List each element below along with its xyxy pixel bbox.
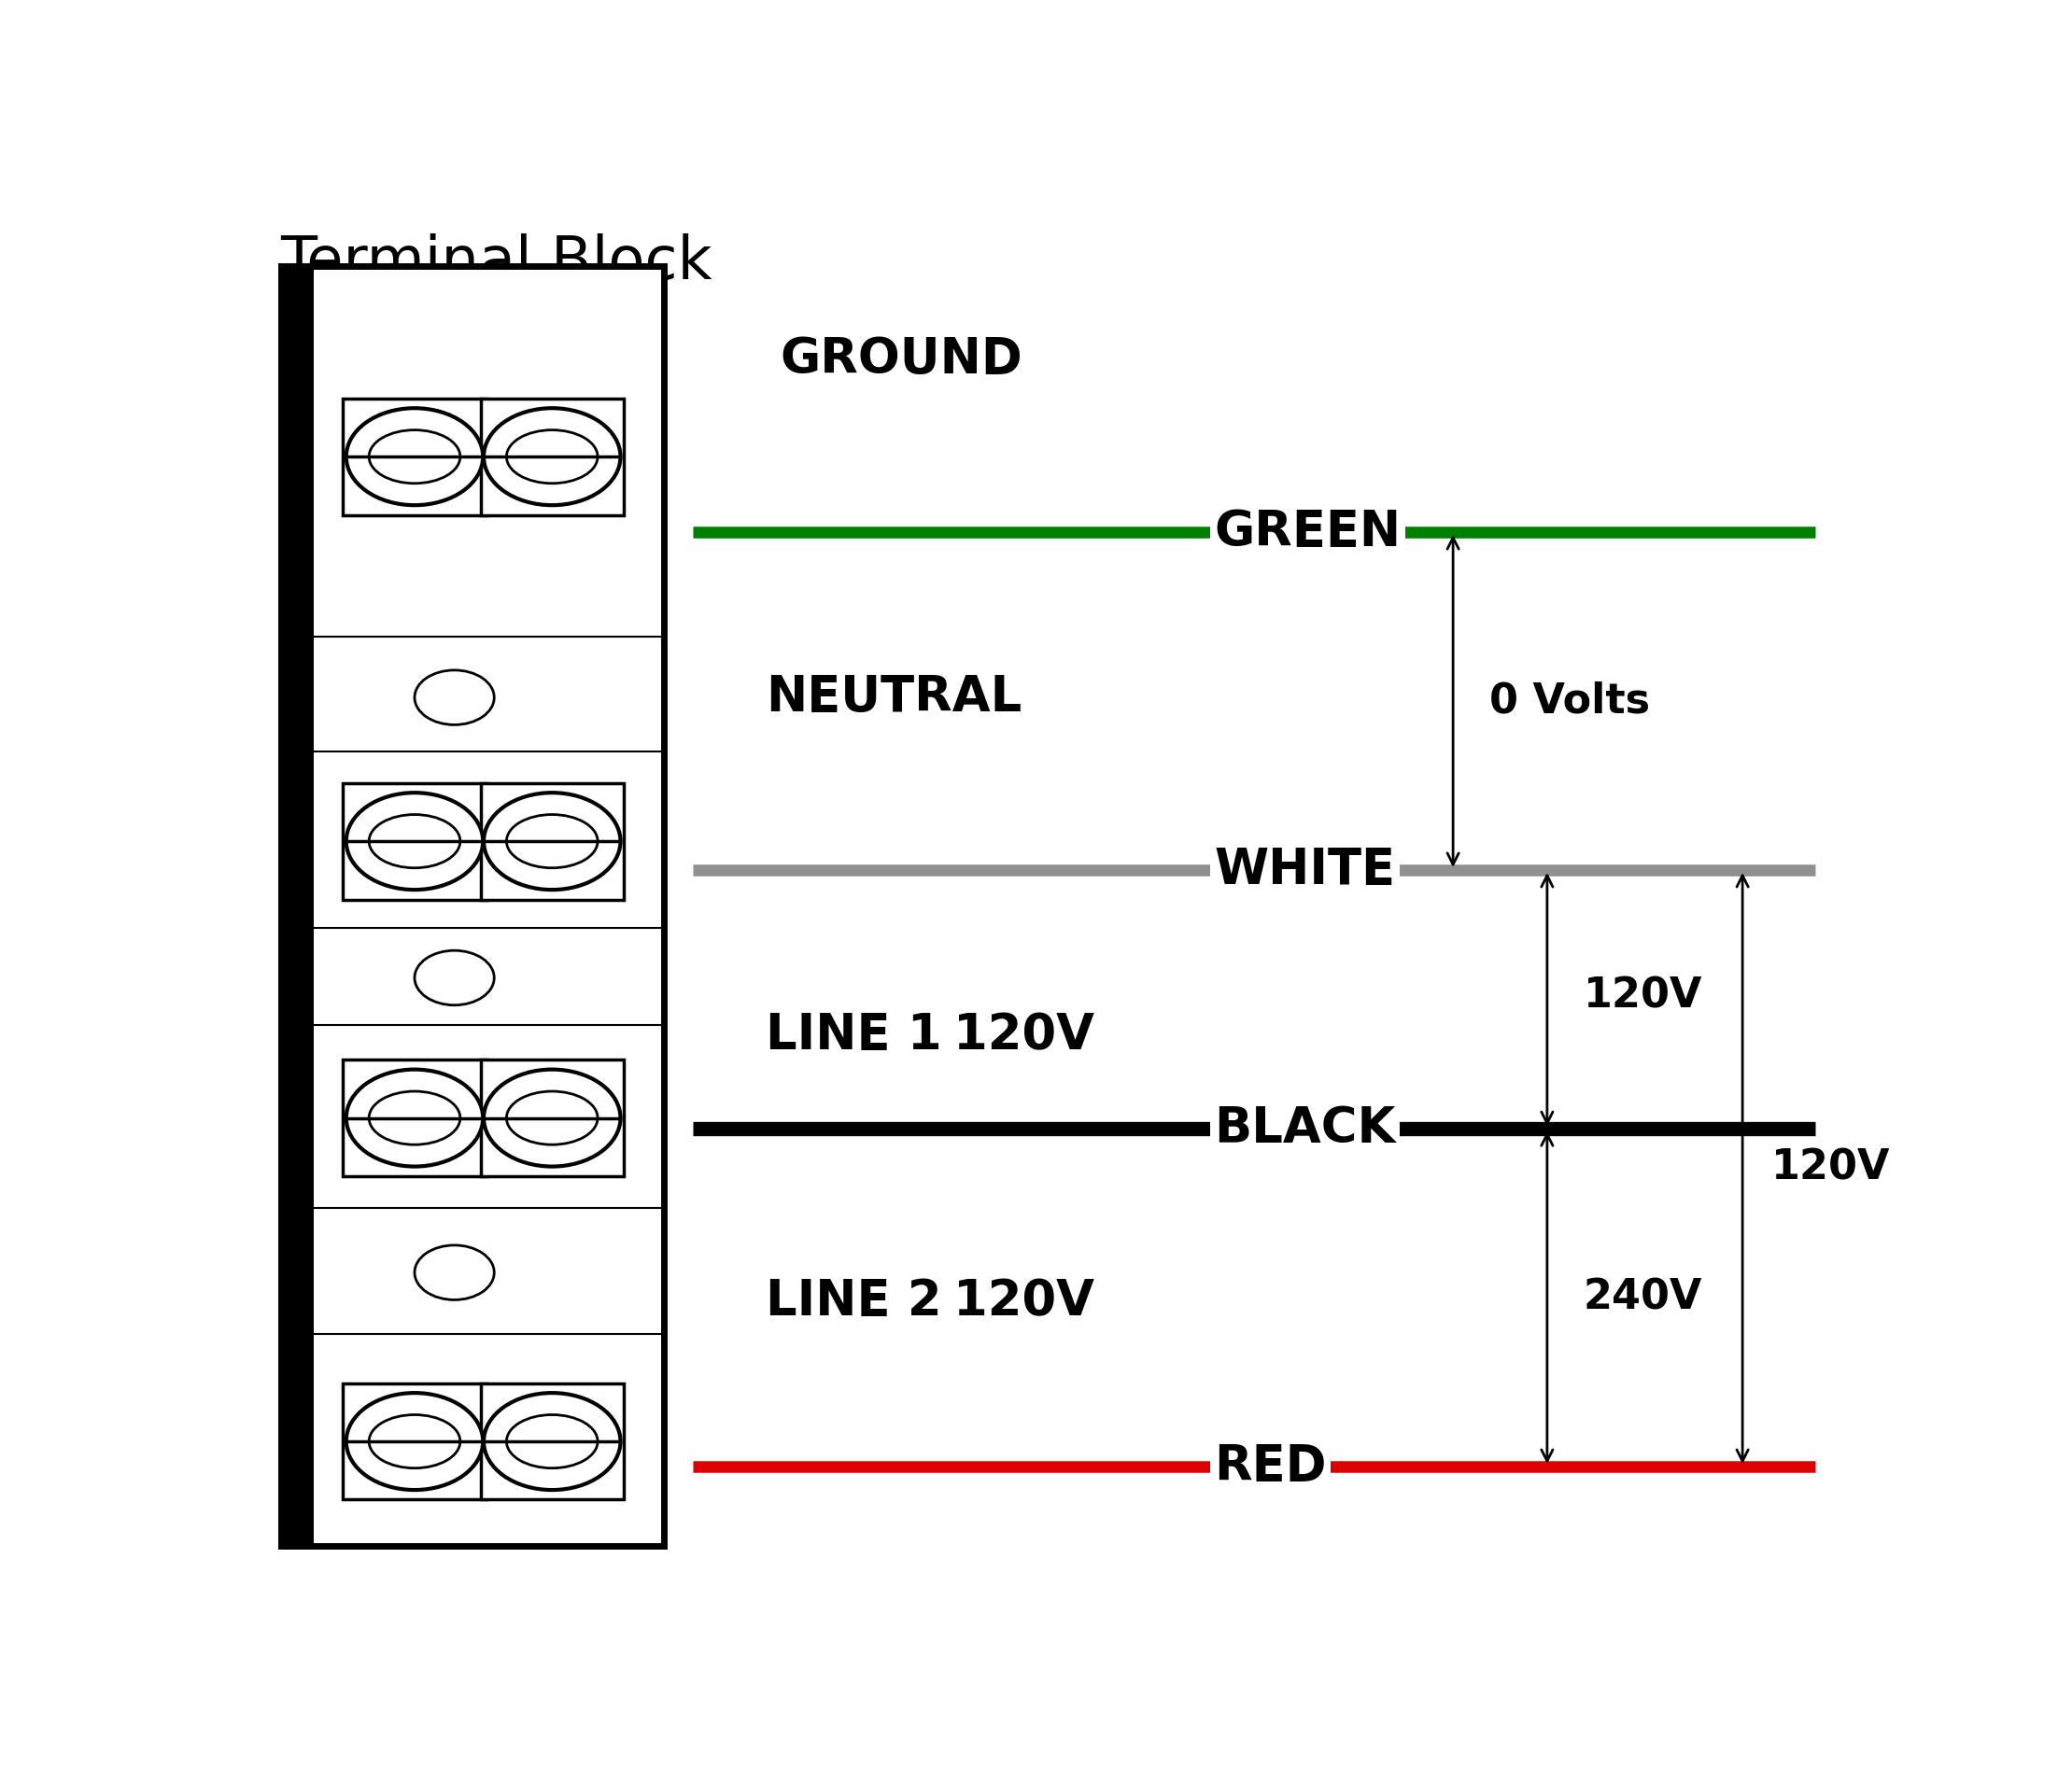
Ellipse shape bbox=[414, 950, 495, 1005]
Ellipse shape bbox=[506, 1091, 597, 1145]
Ellipse shape bbox=[506, 814, 597, 869]
Bar bbox=[481, 1060, 624, 1176]
Ellipse shape bbox=[346, 793, 483, 890]
Ellipse shape bbox=[483, 1070, 620, 1166]
Ellipse shape bbox=[346, 409, 483, 506]
Bar bbox=[481, 1383, 624, 1500]
Text: 120V: 120V bbox=[953, 1012, 1094, 1060]
Ellipse shape bbox=[346, 1070, 483, 1166]
Bar bbox=[481, 784, 624, 899]
Ellipse shape bbox=[369, 814, 460, 869]
Text: LINE 1: LINE 1 bbox=[765, 1012, 941, 1060]
Bar bbox=[280, 265, 313, 1546]
Text: GROUND: GROUND bbox=[779, 336, 1024, 384]
Ellipse shape bbox=[346, 1392, 483, 1489]
Ellipse shape bbox=[414, 670, 495, 725]
Text: LINE 2: LINE 2 bbox=[765, 1277, 941, 1325]
Ellipse shape bbox=[506, 1415, 597, 1468]
Text: 0 Volts: 0 Volts bbox=[1490, 681, 1649, 722]
Bar bbox=[344, 398, 487, 515]
Bar bbox=[344, 1060, 487, 1176]
Text: NEUTRAL: NEUTRAL bbox=[765, 674, 1021, 722]
Bar bbox=[481, 398, 624, 515]
Text: 120V: 120V bbox=[953, 1277, 1094, 1325]
Ellipse shape bbox=[483, 793, 620, 890]
Text: Terminal Block: Terminal Block bbox=[280, 234, 713, 292]
Text: 120V: 120V bbox=[1772, 1148, 1890, 1189]
Ellipse shape bbox=[369, 1091, 460, 1145]
Ellipse shape bbox=[369, 430, 460, 483]
Ellipse shape bbox=[414, 1245, 495, 1300]
Text: WHITE: WHITE bbox=[1214, 846, 1394, 895]
Ellipse shape bbox=[369, 1415, 460, 1468]
Ellipse shape bbox=[483, 1392, 620, 1489]
Text: BLACK: BLACK bbox=[1214, 1104, 1397, 1153]
Bar bbox=[344, 784, 487, 899]
Bar bbox=[344, 1383, 487, 1500]
Text: GREEN: GREEN bbox=[1214, 508, 1401, 557]
Ellipse shape bbox=[483, 409, 620, 506]
Ellipse shape bbox=[506, 430, 597, 483]
Text: 120V: 120V bbox=[1583, 976, 1703, 1015]
Text: RED: RED bbox=[1214, 1442, 1326, 1491]
Text: 240V: 240V bbox=[1583, 1277, 1703, 1318]
Bar bbox=[280, 265, 665, 1546]
